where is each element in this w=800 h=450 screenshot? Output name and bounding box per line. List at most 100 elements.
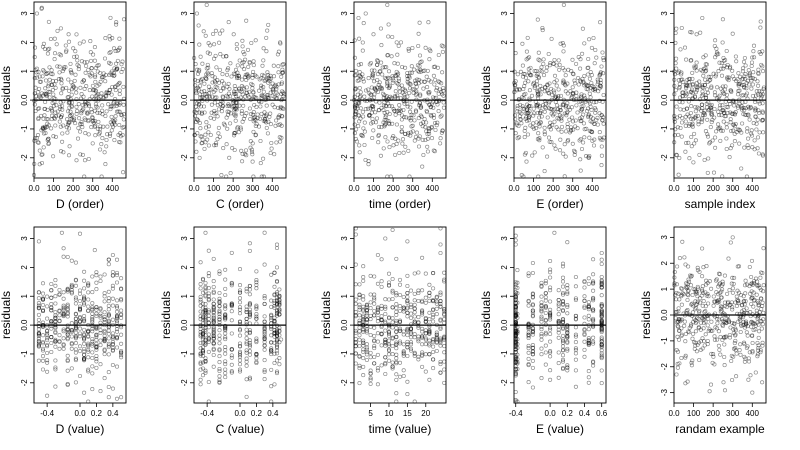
residual-point <box>276 114 281 119</box>
residual-point <box>65 332 70 337</box>
residual-point <box>758 275 763 280</box>
residual-point <box>405 300 410 305</box>
residual-point <box>106 303 111 308</box>
residual-point <box>217 300 222 305</box>
residual-point <box>760 118 765 123</box>
residual-point <box>257 77 262 82</box>
residual-point <box>98 70 103 76</box>
residual-point <box>756 83 761 88</box>
residual-point <box>213 84 218 89</box>
residual-point <box>528 123 533 128</box>
residual-point <box>423 316 428 321</box>
residual-point <box>277 307 282 312</box>
residual-point <box>204 94 209 99</box>
residual-point <box>237 327 243 332</box>
residual-point <box>548 339 553 344</box>
residual-point <box>357 313 362 318</box>
residual-point <box>565 311 570 316</box>
residual-point <box>683 82 688 87</box>
residual-point <box>720 108 725 113</box>
residual-point <box>73 356 78 361</box>
residual-point <box>387 111 392 117</box>
residual-point <box>247 314 252 319</box>
residual-point <box>217 328 222 333</box>
residual-point <box>217 300 222 305</box>
residual-point <box>57 52 62 57</box>
residual-point <box>581 121 586 126</box>
residual-point <box>102 56 108 61</box>
residual-point <box>274 279 280 284</box>
residual-point <box>58 53 64 58</box>
residual-point <box>199 141 204 146</box>
residual-point <box>440 70 445 75</box>
residual-point <box>237 343 243 349</box>
residual-point <box>217 360 222 365</box>
residual-point <box>86 290 91 295</box>
residual-point <box>381 120 386 125</box>
residual-point <box>679 120 685 125</box>
residual-point <box>431 357 436 362</box>
residual-point <box>694 85 700 90</box>
residual-point <box>60 107 65 112</box>
residual-point <box>229 303 234 308</box>
residual-point <box>704 105 710 110</box>
residual-point <box>61 296 66 301</box>
residual-point <box>229 331 234 336</box>
residual-point <box>86 102 91 107</box>
residual-point <box>203 285 208 290</box>
residual-point <box>531 121 536 126</box>
residual-point <box>431 73 436 78</box>
residual-point <box>727 288 732 293</box>
residual-point <box>400 64 405 70</box>
residual-point <box>703 95 708 100</box>
residual-point <box>192 133 197 138</box>
residual-point <box>200 276 206 281</box>
residual-point <box>417 100 422 105</box>
residual-point <box>217 341 222 346</box>
residual-point <box>405 326 410 331</box>
residual-point <box>586 375 591 380</box>
residual-point <box>69 366 74 371</box>
residual-point <box>280 97 285 102</box>
residual-point <box>427 290 432 296</box>
residual-point <box>359 132 364 137</box>
residual-point <box>394 293 399 298</box>
residual-point <box>279 91 284 96</box>
residual-point <box>747 82 752 87</box>
residual-point <box>61 314 66 319</box>
residual-point <box>194 149 199 154</box>
residual-point <box>697 97 703 102</box>
residual-point <box>542 109 547 114</box>
residual-point <box>73 260 78 265</box>
residual-point <box>61 123 66 128</box>
residual-point <box>705 170 710 175</box>
residual-point <box>223 325 228 331</box>
residual-point <box>244 153 249 158</box>
residual-point <box>733 338 738 343</box>
residual-point <box>674 26 679 31</box>
residual-point <box>244 341 249 347</box>
residual-point <box>254 282 259 288</box>
residual-point <box>438 292 443 297</box>
residual-point <box>405 310 410 315</box>
residual-point <box>681 107 686 112</box>
residual-point <box>691 160 696 165</box>
x-tick-label: 300 <box>726 184 740 193</box>
residual-point <box>383 113 388 118</box>
residual-point <box>735 127 740 132</box>
residual-point <box>550 123 555 128</box>
residual-point <box>49 302 54 307</box>
residual-point <box>427 310 432 315</box>
residual-point <box>198 382 203 387</box>
residual-point <box>200 345 206 350</box>
residual-point <box>90 317 95 322</box>
residual-point <box>383 328 388 333</box>
residual-point <box>106 318 111 323</box>
residual-point <box>416 357 421 362</box>
residual-point <box>229 347 234 352</box>
residual-point <box>270 81 275 86</box>
residual-point <box>118 101 123 106</box>
residual-point <box>241 49 246 55</box>
residual-point <box>223 312 228 317</box>
residual-point <box>43 99 48 105</box>
